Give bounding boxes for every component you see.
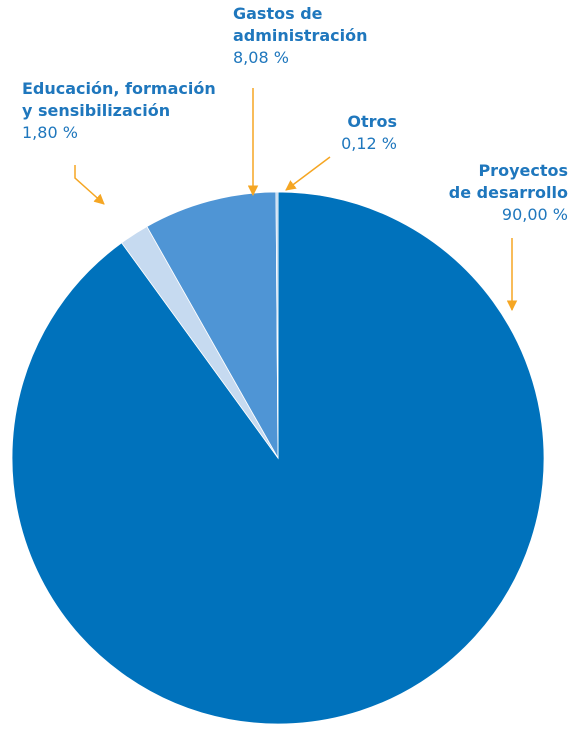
slice-label: Proyectos de desarrollo 90,00 % xyxy=(449,160,568,226)
category-label: Educación, formación y sensibilización xyxy=(22,79,216,120)
slice-label: Gastos de administración 8,08 % xyxy=(233,3,368,69)
pie-slice xyxy=(146,191,279,460)
slices xyxy=(11,191,545,725)
pie-slice xyxy=(275,191,279,459)
arrow xyxy=(74,165,105,205)
arrows xyxy=(74,88,518,312)
value-label: 1,80 % xyxy=(22,123,78,142)
category-label: Proyectos de desarrollo xyxy=(448,161,568,202)
value-label: 8,08 % xyxy=(233,48,289,67)
slice-label: Educación, formación y sensibilización 1… xyxy=(22,78,216,144)
category-label: Gastos de administración xyxy=(233,4,368,45)
value-label: 0,12 % xyxy=(341,134,397,153)
category-label: Otros xyxy=(347,112,397,131)
value-label: 90,00 % xyxy=(501,205,568,224)
arrow xyxy=(285,156,331,191)
slice-label: Otros 0,12 % xyxy=(341,111,397,155)
